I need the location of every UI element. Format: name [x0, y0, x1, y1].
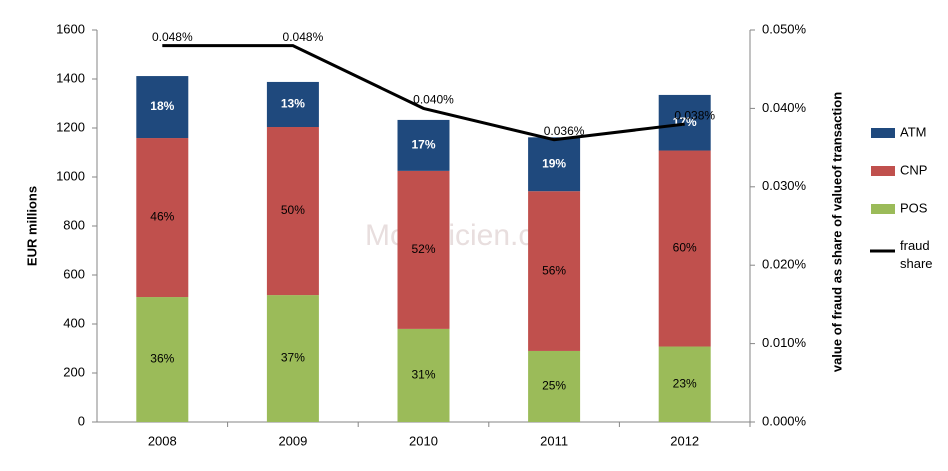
- share-label: 17%: [411, 138, 435, 152]
- y2-tick-label: 0.040%: [762, 100, 807, 115]
- x-tick-label: 2008: [148, 433, 177, 448]
- y2-tick-label: 0.030%: [762, 178, 807, 193]
- y-tick-label: 200: [63, 364, 85, 379]
- y-tick-label: 400: [63, 315, 85, 330]
- bar-segment: [266, 81, 319, 128]
- legend-swatch: [871, 204, 895, 214]
- bar-segment: [136, 297, 189, 422]
- share-label: 46%: [150, 210, 174, 224]
- bar-segment: [266, 295, 319, 422]
- x-tick-label: 2010: [409, 433, 438, 448]
- share-label: 25%: [542, 379, 566, 393]
- y-tick-label: 1600: [56, 21, 85, 36]
- y-tick-label: 1400: [56, 70, 85, 85]
- x-tick-label: 2009: [278, 433, 307, 448]
- share-label: 31%: [411, 368, 435, 382]
- line-value-label: 0.040%: [413, 93, 454, 107]
- fraud-share-line: [162, 44, 685, 142]
- line-value-label: 0.048%: [152, 30, 193, 44]
- y-tick-label: 800: [63, 217, 85, 232]
- line-value-label: 0.038%: [674, 108, 715, 122]
- x-tick-label: 2012: [670, 433, 699, 448]
- legend-label: POS: [900, 200, 928, 215]
- legend-label: ATM: [900, 124, 926, 139]
- bar-segment: [397, 328, 450, 422]
- bar-segment: [658, 94, 711, 151]
- bar-segment: [528, 137, 581, 192]
- y-tick-label: 600: [63, 266, 85, 281]
- y-axis-label: EUR millions: [24, 186, 39, 266]
- share-label: 56%: [542, 263, 566, 277]
- legend-swatch: [871, 128, 895, 138]
- y-tick-label: 1200: [56, 119, 85, 134]
- line-value-label: 0.048%: [283, 30, 324, 44]
- bar-segment: [658, 346, 711, 422]
- legend-label: CNP: [900, 162, 927, 177]
- line-value-label: 0.036%: [544, 124, 585, 138]
- share-label: 36%: [150, 352, 174, 366]
- legend-label: fraud share: [900, 238, 933, 271]
- y2-axis-label: value of fraud as share of valueof trans…: [829, 92, 844, 372]
- y-tick-label: 0: [78, 413, 85, 428]
- bar-segment: [528, 191, 581, 351]
- share-label: 60%: [673, 241, 697, 255]
- y2-tick-label: 0.050%: [762, 21, 807, 36]
- bar-segment: [136, 76, 189, 139]
- bar-segment: [136, 138, 189, 298]
- bar-segment: [658, 150, 711, 347]
- share-label: 50%: [281, 203, 305, 217]
- legend-swatch: [871, 166, 895, 176]
- y2-tick-label: 0.000%: [762, 413, 807, 428]
- bar-segment: [528, 350, 581, 422]
- bar-segment: [266, 127, 319, 296]
- y-tick-label: 1000: [56, 168, 85, 183]
- share-label: 13%: [281, 97, 305, 111]
- bar-segment: [397, 119, 450, 171]
- bar-segment: [397, 170, 450, 329]
- share-label: 18%: [150, 99, 174, 113]
- y2-tick-label: 0.020%: [762, 257, 807, 272]
- share-label: 23%: [673, 376, 697, 390]
- x-tick-label: 2011: [540, 433, 568, 448]
- share-label: 37%: [281, 351, 305, 365]
- y2-tick-label: 0.010%: [762, 335, 807, 350]
- share-label: 19%: [542, 156, 566, 170]
- share-label: 52%: [411, 242, 435, 256]
